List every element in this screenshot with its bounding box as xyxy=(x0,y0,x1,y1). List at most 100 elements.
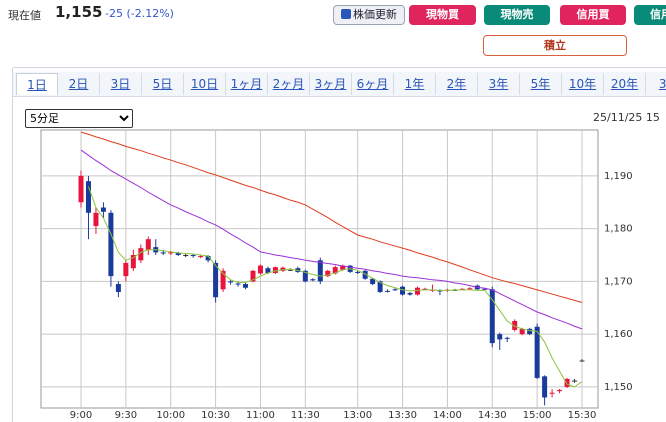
candle-body xyxy=(504,337,510,339)
candle-body xyxy=(489,289,495,344)
candle-body xyxy=(549,392,555,394)
candle-body xyxy=(459,288,465,290)
timestamp: 25/11/25 15 xyxy=(593,111,660,124)
period-tab[interactable]: 1年 xyxy=(394,73,436,95)
x-tick-label: 13:30 xyxy=(388,410,417,421)
refresh-button[interactable]: 株価更新 xyxy=(333,5,405,25)
candle-body xyxy=(235,283,241,285)
candle-body xyxy=(392,289,398,291)
candle-body xyxy=(557,390,563,392)
margin-buy-button[interactable]: 信用買 xyxy=(560,5,626,25)
period-tab[interactable]: 1日 xyxy=(16,73,58,95)
candle-body xyxy=(115,284,121,292)
candle-body xyxy=(362,270,368,279)
period-tab[interactable]: 20年 xyxy=(604,73,646,95)
x-tick-label: 13:00 xyxy=(343,410,372,421)
period-tab[interactable]: 3年 xyxy=(478,73,520,95)
period-tab[interactable]: 5日 xyxy=(142,73,184,95)
period-tab[interactable]: 2年 xyxy=(436,73,478,95)
candle-body xyxy=(519,328,525,335)
candle-body xyxy=(542,376,548,398)
candle-body xyxy=(265,268,271,273)
y-tick-label: 1,150 xyxy=(604,382,633,393)
candle-body xyxy=(280,267,286,271)
candle-body xyxy=(534,326,540,378)
x-tick-label: 15:00 xyxy=(523,410,552,421)
candle-body xyxy=(497,334,503,340)
y-tick-label: 1,160 xyxy=(604,329,633,340)
y-tick-label: 1,190 xyxy=(604,171,633,182)
candle-body xyxy=(355,271,361,273)
candle-body xyxy=(228,281,234,283)
candle-body xyxy=(302,270,308,282)
candle-body xyxy=(138,248,144,261)
candle-body xyxy=(287,269,293,271)
period-tab[interactable]: 10日 xyxy=(184,73,226,95)
period-tab[interactable]: 3日 xyxy=(100,73,142,95)
candle-body xyxy=(198,256,204,258)
candle-body xyxy=(377,281,383,292)
candle-body xyxy=(400,286,406,295)
x-tick-label: 14:00 xyxy=(433,410,462,421)
period-tab[interactable]: 3ヶ月 xyxy=(310,73,352,95)
candle-body xyxy=(108,212,114,277)
interval-select[interactable]: 5分足 xyxy=(25,109,133,128)
candle-body xyxy=(190,255,196,257)
candle-body xyxy=(512,320,518,330)
tsumitate-button[interactable]: 積立 xyxy=(483,35,627,56)
x-tick-label: 10:30 xyxy=(201,410,230,421)
candle-body xyxy=(385,290,391,292)
candle-body xyxy=(205,256,211,261)
candle-body xyxy=(85,181,91,213)
moving-average-line xyxy=(80,131,583,303)
x-tick-label: 15:30 xyxy=(568,410,597,421)
candle-body xyxy=(145,239,151,250)
candle-body xyxy=(130,255,136,269)
candle-body xyxy=(213,262,219,298)
candle-body xyxy=(340,265,346,270)
x-tick-label: 10:00 xyxy=(156,410,185,421)
candle-body xyxy=(100,207,106,212)
candle-body xyxy=(250,270,256,282)
period-tab[interactable]: 5年 xyxy=(520,73,562,95)
period-tab[interactable]: 2ヶ月 xyxy=(268,73,310,95)
price: 1,155 xyxy=(55,3,103,21)
candle-body xyxy=(183,255,189,257)
x-tick-label: 9:30 xyxy=(115,410,137,421)
x-tick-label: 11:00 xyxy=(246,410,275,421)
candle-body xyxy=(579,360,585,362)
x-tick-label: 14:30 xyxy=(478,410,507,421)
candle-body xyxy=(332,267,338,274)
period-tab[interactable]: 2日 xyxy=(58,73,100,95)
sell-button[interactable]: 現物売 xyxy=(484,5,550,25)
candle-body xyxy=(325,270,331,277)
candle-body xyxy=(564,378,570,387)
period-tab[interactable]: 10年 xyxy=(562,73,604,95)
candle-body xyxy=(160,252,166,254)
moving-average-line xyxy=(88,186,583,388)
x-tick-label: 11:30 xyxy=(291,410,320,421)
buy-button[interactable]: 現物買 xyxy=(409,5,476,25)
candle-body xyxy=(272,267,278,273)
candle-body xyxy=(175,252,181,256)
candle-body xyxy=(220,270,226,290)
y-tick-label: 1,180 xyxy=(604,224,633,235)
candle-body xyxy=(243,284,249,288)
refresh-icon xyxy=(341,9,351,19)
period-tab[interactable]: 1ヶ月 xyxy=(226,73,268,95)
candle-body xyxy=(257,265,263,274)
period-tab[interactable]: 6ヶ月 xyxy=(352,73,394,95)
candle-body xyxy=(572,380,578,382)
price-change: -25 (-2.12%) xyxy=(105,7,174,20)
candle-body xyxy=(123,262,129,277)
margin-sell-button[interactable]: 信用 xyxy=(634,5,666,25)
candle-body xyxy=(168,252,174,254)
candle-body xyxy=(482,288,488,290)
candle-body xyxy=(310,279,316,281)
period-tab[interactable]: 30 xyxy=(646,73,666,95)
candle-body xyxy=(370,278,376,285)
tab-bar xyxy=(13,72,666,97)
candle-body xyxy=(317,260,323,282)
